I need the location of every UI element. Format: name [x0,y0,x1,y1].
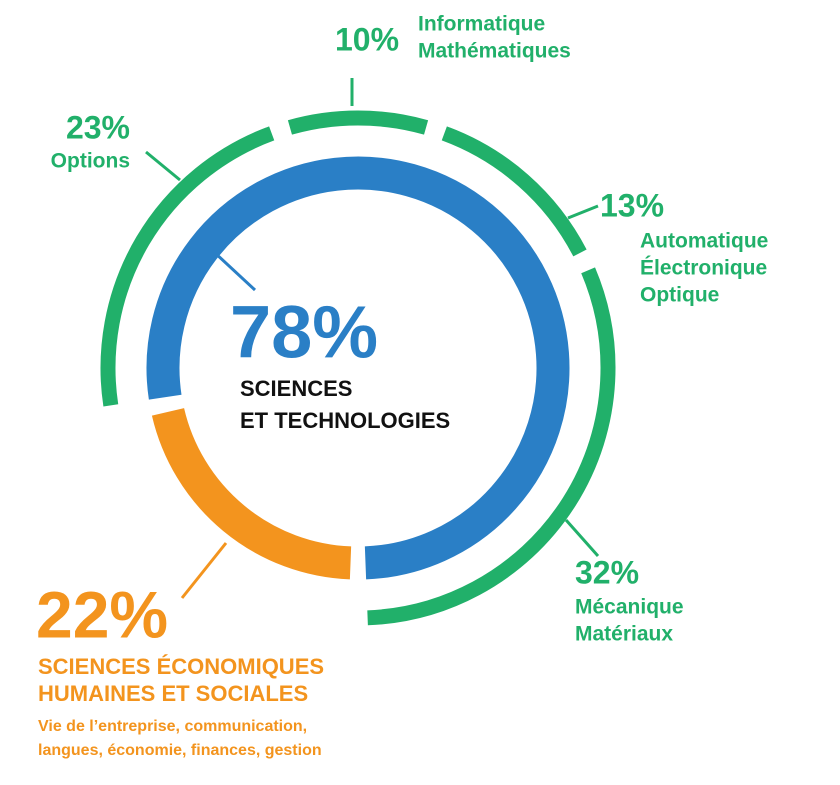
value-label: 23% [66,109,130,145]
category-label: Options [51,150,130,173]
category-label: Matériaux [575,623,673,646]
leader-line [212,250,257,292]
value-label: 32% [575,554,639,590]
category-label: Automatique [640,230,768,253]
donut-segment [146,156,570,580]
outer-segment [441,126,587,257]
value-label: 13% [600,187,664,223]
value-label: 10% [335,21,399,57]
value-label: 78% [230,291,378,374]
leader-line [145,150,181,182]
donut-segment [151,407,352,580]
leader-line [567,204,599,220]
annotation: Vie de l’entreprise, communication, [38,718,307,735]
leader-line [564,519,600,557]
category-label: Mathématiques [418,40,571,63]
outer-segment [367,267,616,626]
value-label: 22% [36,577,168,651]
annotation: langues, économie, finances, gestion [38,742,322,759]
category-label: Informatique [418,13,545,36]
category-label: Optique [640,284,719,307]
category-label: Mécanique [575,596,684,619]
outer-segment [100,126,275,407]
category-label: HUMAINES ET SOCIALES [38,681,308,706]
category-label: Électronique [640,257,767,280]
outer-segment [287,110,429,135]
category-label: SCIENCES [240,376,352,401]
category-label: ET TECHNOLOGIES [240,408,450,433]
leader-line [180,542,228,599]
category-label: SCIENCES ÉCONOMIQUES [38,654,324,679]
